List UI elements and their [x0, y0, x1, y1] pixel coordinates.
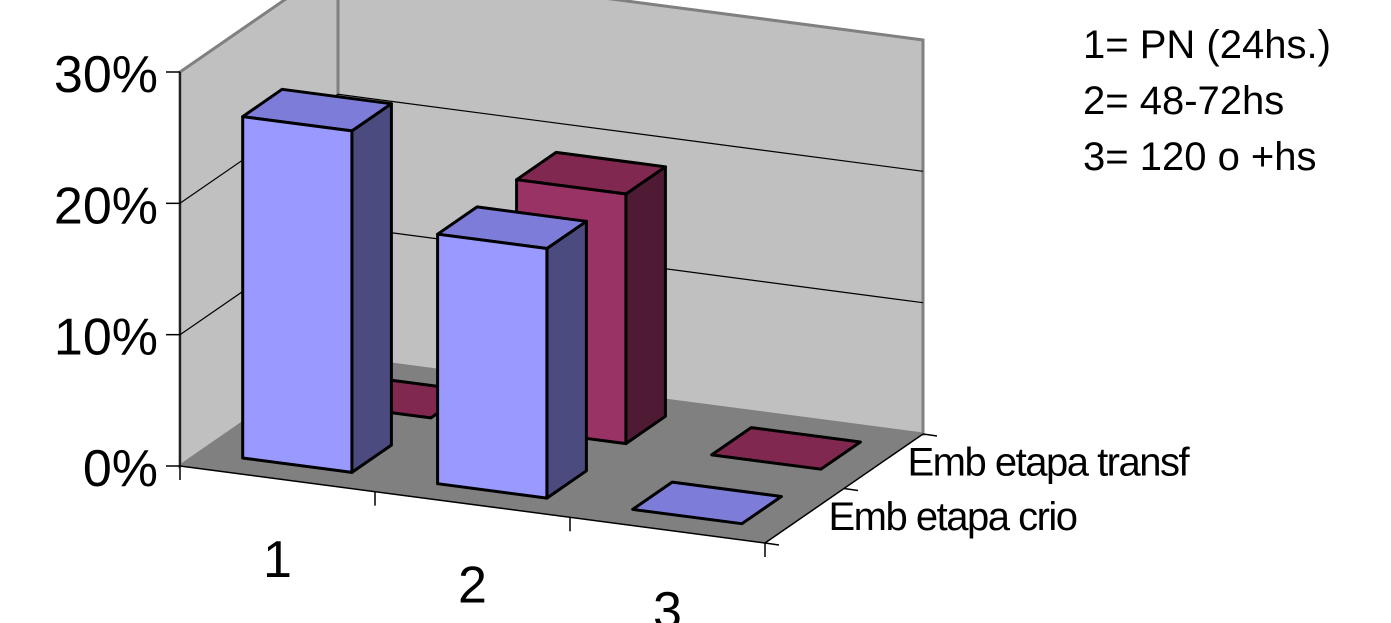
bar-front [436, 232, 549, 500]
series-label: Emb etapa crio [829, 495, 1077, 539]
bar [631, 480, 783, 526]
bar-side [545, 219, 588, 500]
bar-side [624, 165, 667, 446]
legend-line-3: 3= 120 o +hs [1083, 135, 1317, 179]
y-tick-label: 30% [54, 46, 158, 104]
bar-front [241, 115, 354, 474]
legend-line-1: 1= PN (24hs.) [1083, 23, 1331, 67]
bar-side [350, 102, 393, 474]
gridline-2 [179, 93, 924, 204]
bar [241, 87, 393, 474]
x-tick-label: 2 [458, 557, 487, 615]
bar [710, 426, 862, 471]
series-label: Emb etapa transf [908, 440, 1191, 484]
y-tick-label: 20% [54, 177, 158, 235]
y-tick-label: 10% [54, 309, 158, 367]
axes [166, 71, 938, 557]
category-axis-line [179, 465, 766, 544]
bar [436, 205, 588, 500]
tick-labels: 0% 10% 20% 30% 1 2 3 Emb etapa crio Emb etapa tr… [54, 46, 1192, 623]
bar-top [710, 426, 862, 471]
bars [241, 87, 862, 526]
x-tick-label: 1 [263, 531, 292, 589]
depth-axis-tick-2 [922, 433, 938, 437]
legend-line-2: 2= 48-72hs [1083, 79, 1285, 123]
y-tick-label: 0% [83, 440, 158, 498]
depth-axis-tick-1 [843, 487, 859, 492]
x-tick-label: 3 [653, 582, 682, 623]
bar-top [631, 480, 783, 526]
depth-axis-tick-0 [764, 542, 780, 546]
